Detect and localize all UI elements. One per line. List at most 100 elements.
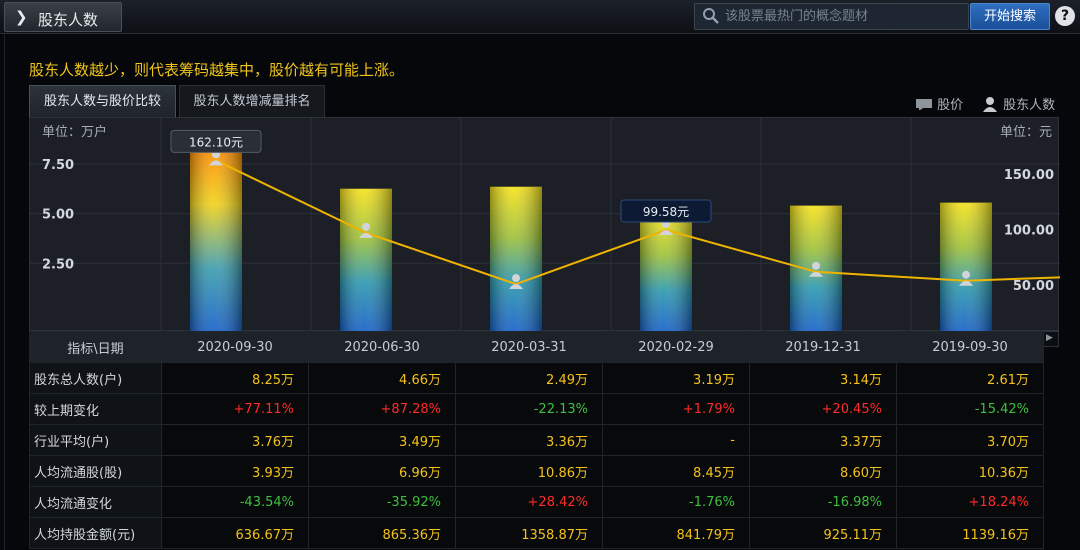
person-legend-icon [981, 96, 999, 116]
table-cell: 6.96万 [308, 455, 456, 487]
table-row[interactable]: 人均流通变化 -43.54% -35.92% +28.42% -1.76% -16.98%… [29, 486, 1044, 518]
legend-holders-label: 股东人数 [1003, 98, 1056, 113]
table-cell: -35.92% [308, 486, 456, 518]
search-icon [702, 7, 720, 29]
table-cell: 2.49万 [455, 362, 603, 394]
marker-body [809, 271, 823, 277]
marker-body [659, 229, 673, 235]
person-marker-icon [509, 274, 523, 290]
table-row[interactable]: 人均持股金额(元) 636.67万 865.36万 1358.87万 841.79万 92… [29, 517, 1044, 549]
table-cell: +18.24% [896, 486, 1044, 518]
tooltip-box [620, 199, 712, 223]
table-cell: 925.11万 [749, 517, 897, 549]
bar-shade [940, 202, 992, 332]
search-box[interactable] [694, 3, 969, 30]
y-right-tick: 50.00 [1013, 279, 1054, 294]
table-cell: +20.45% [749, 393, 897, 425]
table-cell: 841.79万 [602, 517, 750, 549]
page-title: 股东人数 [38, 11, 99, 29]
row-label: 人均流通股(股) [29, 455, 162, 487]
column-header: 2020-09-30 [161, 331, 309, 363]
person-marker-icon [809, 261, 823, 277]
search-input[interactable] [725, 6, 960, 27]
table-cell: +28.42% [455, 486, 603, 518]
page-title-tab[interactable]: ❯ 股东人数 [4, 2, 122, 32]
tooltip-text: 162.10元 [189, 135, 243, 149]
table-cell: 8.25万 [161, 362, 309, 394]
table-cell: -1.76% [602, 486, 750, 518]
row-label: 股东总人数(户) [29, 362, 162, 394]
row-label: 较上期变化 [29, 393, 162, 425]
scroll-right-icon[interactable]: ▶ [1046, 333, 1053, 343]
table-cell: 3.76万 [161, 424, 309, 456]
price-tooltip: 99.58元 [620, 199, 712, 223]
table-header-row: 指标\日期 2020-09-30 2020-06-30 2020-03-31 2… [29, 331, 1044, 363]
tooltip-box [170, 129, 262, 153]
row-label: 人均流通变化 [29, 486, 162, 518]
top-bar: ❯ 股东人数 开始搜索 ? [0, 0, 1080, 34]
marker-head [962, 270, 970, 279]
main-panel: 股东人数越少，则代表筹码越集中，股价越有可能上涨。 股东人数与股价比较 股东人数… [4, 34, 1080, 550]
hint-text: 股东人数越少，则代表筹码越集中，股价越有可能上涨。 [29, 61, 405, 79]
price-tooltip: 162.10元 [170, 129, 262, 153]
row-label: 行业平均(户) [29, 424, 162, 456]
bar-shade [190, 148, 242, 332]
marker-head [362, 222, 370, 231]
table-cell: 8.60万 [749, 455, 897, 487]
table-cell: 1358.87万 [455, 517, 603, 549]
column-header: 2019-12-31 [749, 331, 897, 363]
column-header: 2020-02-29 [602, 331, 750, 363]
marker-body [509, 284, 523, 290]
table-cell: 10.36万 [896, 455, 1044, 487]
tab-holders-change-ranking[interactable]: 股东人数增减量排名 [179, 85, 325, 117]
price-legend-icon [915, 98, 933, 114]
table-cell: 636.67万 [161, 517, 309, 549]
holders-table: 指标\日期 2020-09-30 2020-06-30 2020-03-31 2… [29, 331, 1044, 549]
marker-body [959, 280, 973, 286]
person-marker-icon [959, 270, 973, 286]
help-icon[interactable]: ? [1055, 6, 1075, 26]
legend-price: 股价 [915, 94, 963, 114]
table-cell: 3.93万 [161, 455, 309, 487]
chevron-right-icon: ❯ [15, 8, 28, 26]
table-row[interactable]: 行业平均(户) 3.76万 3.49万 3.36万 -3.37万 3.70万 [29, 424, 1044, 456]
table-cell: 2.61万 [896, 362, 1044, 394]
column-header: 2020-06-30 [308, 331, 456, 363]
table-cell: 1139.16万 [896, 517, 1044, 549]
table-cell: 3.37万 [749, 424, 897, 456]
table-row[interactable]: 人均流通股(股) 3.93万 6.96万 10.86万 8.45万 8.60万 10.36万 [29, 455, 1044, 487]
table-cell: 8.45万 [602, 455, 750, 487]
tab-holders-vs-price[interactable]: 股东人数与股价比较 [29, 85, 176, 117]
marker-body [359, 232, 373, 238]
table-cell: 3.70万 [896, 424, 1044, 456]
bar-shade [340, 188, 392, 332]
tooltip-text: 99.58元 [643, 205, 689, 219]
table-cell: +1.79% [602, 393, 750, 425]
y-right-tick: 150.00 [1004, 168, 1054, 183]
table-cell: 4.66万 [308, 362, 456, 394]
y-left-tick: 5.00 [42, 208, 74, 223]
y-right-tick: 100.00 [1004, 224, 1054, 239]
table-cell: 3.14万 [749, 362, 897, 394]
table-cell: 865.36万 [308, 517, 456, 549]
marker-head [512, 274, 520, 283]
chart-svg: 单位：万户 单位：元 7.50 5.00 2.50 150.00 100.00 50.00… [30, 118, 1060, 332]
table-cell: -15.42% [896, 393, 1044, 425]
legend-price-label: 股价 [937, 98, 964, 113]
search-button[interactable]: 开始搜索 [970, 3, 1050, 30]
table-row[interactable]: 股东总人数(户) 8.25万 4.66万 2.49万 3.19万 3.14万 2.61万 [29, 362, 1044, 394]
table-row[interactable]: 较上期变化 +77.11% +87.28% -22.13% +1.79% +20.45% -… [29, 393, 1044, 425]
table-cell: - [602, 424, 750, 456]
row-label: 人均持股金额(元) [29, 517, 162, 549]
marker-body [209, 160, 223, 166]
column-header: 2020-03-31 [455, 331, 603, 363]
legend-holders: 股东人数 [981, 94, 1055, 116]
table-cell: 3.19万 [602, 362, 750, 394]
table-cell: 10.86万 [455, 455, 603, 487]
y-right-unit: 单位：元 [1000, 125, 1052, 140]
table-cell: -22.13% [455, 393, 603, 425]
y-left-unit: 单位：万户 [42, 124, 107, 140]
table-cell: 3.49万 [308, 424, 456, 456]
table-cell: -43.54% [161, 486, 309, 518]
table-cell: -16.98% [749, 486, 897, 518]
